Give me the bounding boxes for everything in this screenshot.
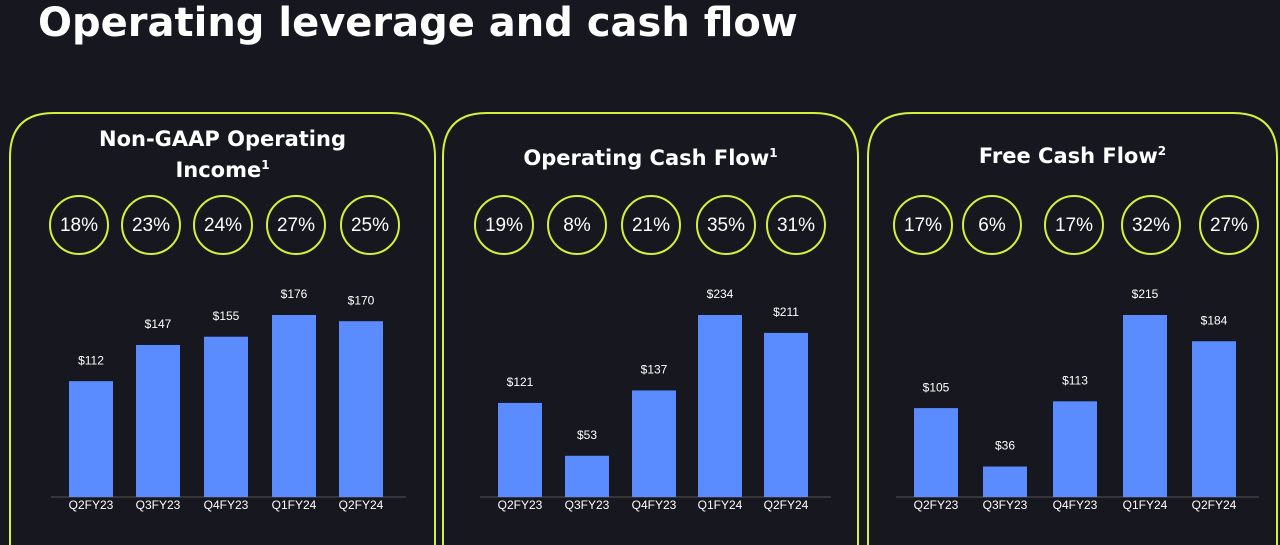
margin-label: 17% xyxy=(904,215,942,236)
bar xyxy=(69,381,113,497)
panel-border xyxy=(867,112,1278,545)
value-label: $53 xyxy=(577,428,597,442)
bar xyxy=(339,321,383,497)
bar xyxy=(914,408,958,497)
margin-circle xyxy=(193,195,253,255)
margin-label: 17% xyxy=(1055,215,1093,236)
x-tick-label: Q2FY23 xyxy=(69,498,114,512)
value-label: $121 xyxy=(507,375,534,389)
value-label: $137 xyxy=(641,363,668,377)
x-tick-label: Q1FY24 xyxy=(272,498,317,512)
bar xyxy=(632,390,676,497)
bar xyxy=(136,344,180,497)
margin-circle xyxy=(474,195,534,255)
x-tick-label: Q1FY24 xyxy=(698,498,743,512)
value-label: $176 xyxy=(281,287,308,301)
value-label: $170 xyxy=(348,293,375,307)
value-label: $112 xyxy=(78,353,104,367)
panel-border xyxy=(9,112,436,545)
margin-label: 32% xyxy=(1132,215,1170,236)
margin-label: 19% xyxy=(485,215,523,236)
bar xyxy=(204,336,248,497)
bar xyxy=(498,402,542,497)
x-tick-label: Q3FY23 xyxy=(136,498,181,512)
margin-circle xyxy=(1121,195,1181,255)
margin-circle xyxy=(1199,195,1259,255)
panel-title: Free Cash Flow2 xyxy=(933,138,1213,169)
x-tick-label: Q4FY23 xyxy=(204,498,249,512)
x-tick-label: Q3FY23 xyxy=(983,498,1028,512)
margin-circle xyxy=(266,195,326,255)
margin-circle xyxy=(1044,195,1104,255)
margin-label: 24% xyxy=(204,215,242,236)
margin-label: 18% xyxy=(60,215,98,236)
margin-circle xyxy=(766,195,826,255)
x-tick-label: Q2FY23 xyxy=(914,498,959,512)
margin-circle xyxy=(621,195,681,255)
margin-label: 23% xyxy=(132,215,170,236)
title-text: Operating Cash Flow xyxy=(523,146,770,170)
value-label: $147 xyxy=(145,317,172,331)
bar xyxy=(272,315,316,497)
margin-circle xyxy=(49,195,109,255)
footnote-mark: 2 xyxy=(1157,144,1167,158)
value-label: $113 xyxy=(1062,374,1088,388)
margin-circle xyxy=(962,195,1022,255)
bar xyxy=(1123,315,1167,497)
bar xyxy=(1053,401,1097,497)
title-text: Free Cash Flow xyxy=(978,144,1158,168)
footnote-mark: 1 xyxy=(261,158,270,172)
value-label: $184 xyxy=(1201,313,1228,327)
slide-title: Operating leverage and cash flow xyxy=(38,0,798,46)
x-tick-label: Q4FY23 xyxy=(1053,498,1098,512)
value-label: $215 xyxy=(1132,287,1159,301)
x-tick-label: Q1FY24 xyxy=(1123,498,1168,512)
panel-border xyxy=(442,112,859,545)
x-tick-label: Q3FY23 xyxy=(565,498,610,512)
margin-label: 25% xyxy=(351,215,389,236)
bar xyxy=(698,315,742,497)
margin-circle xyxy=(893,195,953,255)
value-label: $234 xyxy=(707,287,734,301)
footnote-mark: 1 xyxy=(769,146,778,160)
bar xyxy=(1192,341,1236,497)
value-label: $155 xyxy=(213,309,240,323)
bar xyxy=(764,332,808,497)
margin-label: 8% xyxy=(563,215,591,236)
x-tick-label: Q2FY23 xyxy=(498,498,543,512)
margin-circle xyxy=(547,195,607,255)
x-tick-label: Q4FY23 xyxy=(632,498,677,512)
value-label: $211 xyxy=(773,305,799,319)
margin-label: 35% xyxy=(707,215,745,236)
panel-title: Operating Cash Flow1 xyxy=(511,140,791,171)
x-tick-label: Q2FY24 xyxy=(1192,498,1237,512)
value-label: $36 xyxy=(995,439,1015,453)
margin-label: 6% xyxy=(978,215,1006,236)
title-text: Non-GAAP Operating Income xyxy=(99,127,346,182)
margin-label: 27% xyxy=(277,215,315,236)
margin-circle xyxy=(121,195,181,255)
value-label: $105 xyxy=(923,380,950,394)
x-tick-label: Q2FY24 xyxy=(764,498,809,512)
margin-label: 31% xyxy=(777,215,815,236)
margin-label: 27% xyxy=(1210,215,1248,236)
margin-circle xyxy=(340,195,400,255)
x-tick-label: Q2FY24 xyxy=(339,498,384,512)
bar xyxy=(565,455,609,497)
bar xyxy=(983,466,1027,497)
margin-circle xyxy=(696,195,756,255)
panel-title: Non-GAAP Operating Income1 xyxy=(83,126,363,183)
margin-label: 21% xyxy=(632,215,670,236)
